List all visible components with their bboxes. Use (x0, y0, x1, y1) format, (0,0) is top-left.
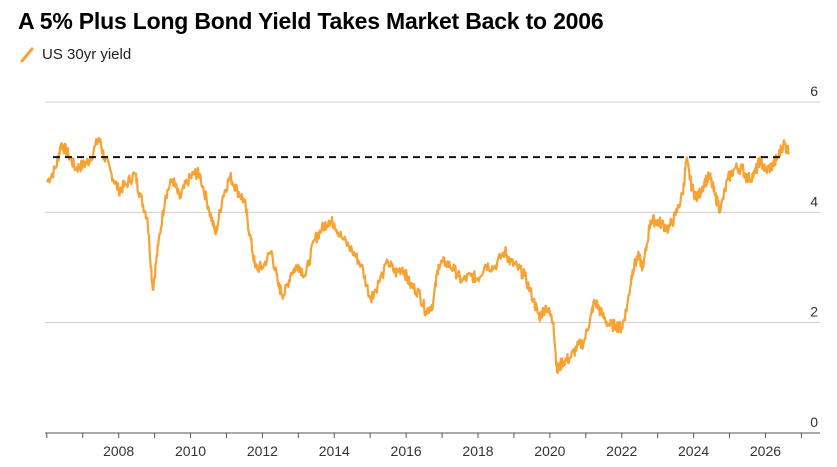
x-tick-label-2010: 2010 (175, 443, 206, 459)
series-line-0 (45, 136, 790, 375)
legend-line-icon (20, 47, 34, 62)
x-tick-label-2018: 2018 (462, 443, 493, 459)
chart-title: A 5% Plus Long Bond Yield Takes Market B… (18, 8, 604, 34)
legend: US 30yr yield (20, 46, 131, 63)
x-tick-label-2016: 2016 (391, 443, 422, 459)
x-tick-label-2022: 2022 (606, 443, 637, 459)
x-tick-label-2024: 2024 (678, 443, 709, 459)
x-tick-label-2012: 2012 (247, 443, 278, 459)
y-tick-label-4: 4 (810, 193, 818, 209)
y-tick-label-6: 6 (810, 83, 818, 99)
x-tick-label-2008: 2008 (103, 443, 134, 459)
x-tick-label-2014: 2014 (319, 443, 350, 459)
x-tick-label-2020: 2020 (534, 443, 565, 459)
y-tick-label-2: 2 (810, 304, 818, 320)
legend-label: US 30yr yield (42, 46, 132, 63)
y-tick-label-0: 0 (810, 414, 818, 430)
x-tick-label-2026: 2026 (750, 443, 781, 459)
